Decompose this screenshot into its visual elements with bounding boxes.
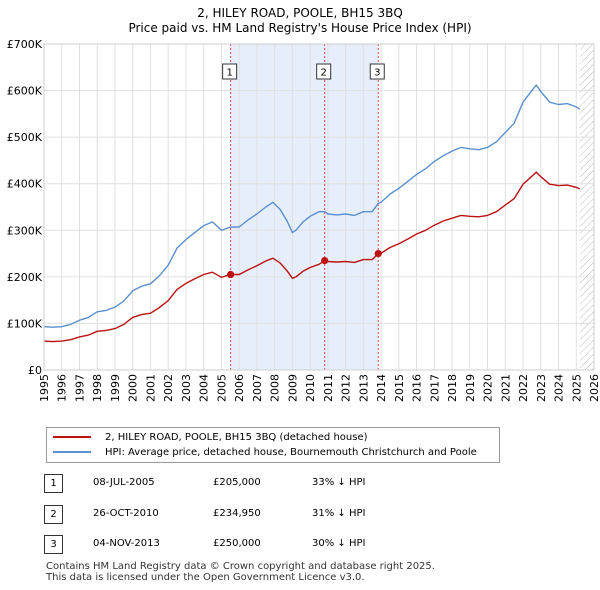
x-tick-label: 2013	[357, 374, 370, 402]
y-tick-label: £200K	[7, 271, 43, 284]
sale-point	[321, 256, 329, 265]
sale-point	[374, 249, 382, 258]
transaction-label-box	[316, 63, 332, 80]
sale-point	[227, 270, 235, 279]
legend-label-price: 2, HILEY ROAD, POOLE, BH15 3BQ (detached…	[105, 432, 368, 443]
x-tick-label: 2001	[144, 374, 157, 402]
y-tick-label: £400K	[7, 178, 43, 191]
y-tick-label: £500K	[7, 131, 43, 144]
x-tick-label: 2018	[446, 374, 459, 402]
tx-number: 2	[44, 505, 63, 524]
legend-swatch-hpi	[53, 451, 91, 453]
x-tick-label: 1997	[73, 374, 86, 402]
x-tick-label: 2007	[251, 374, 264, 402]
x-tick-label: 1998	[91, 374, 104, 402]
x-tick-label: 2002	[162, 374, 175, 402]
x-tick-label: 2023	[535, 374, 548, 402]
chart-title: 2, HILEY ROAD, POOLE, BH15 3BQ Price pai…	[0, 6, 600, 36]
transaction-label: 2	[320, 68, 326, 79]
x-tick-label: 2005	[215, 374, 228, 402]
x-tick-label: 2019	[464, 374, 477, 402]
series-line-price	[43, 171, 581, 343]
x-tick-label: 2016	[411, 374, 424, 402]
legend-swatch-price	[53, 436, 91, 438]
x-tick-label: 1999	[109, 374, 122, 402]
footer-copyright: Contains HM Land Registry data © Crown c…	[46, 561, 435, 572]
tx-hpi-diff: 31% ↓ HPI	[312, 508, 366, 519]
x-tick-label: 2022	[517, 374, 530, 402]
x-tick-label: 2026	[588, 374, 600, 402]
footer-licence: This data is licensed under the Open Gov…	[46, 572, 365, 583]
transaction-label: 1	[226, 68, 232, 79]
x-tick-label: 2017	[428, 374, 441, 402]
plot-frame	[43, 43, 595, 371]
x-tick-label: 2004	[198, 374, 211, 402]
x-tick-label: 2015	[393, 374, 406, 402]
tx-number: 3	[44, 535, 63, 554]
x-tick-label: 1996	[56, 374, 69, 402]
tx-date: 08-JUL-2005	[93, 477, 155, 488]
x-tick-label: 2021	[499, 374, 512, 402]
tx-price: £234,950	[213, 508, 261, 519]
x-tick-label: 2024	[553, 374, 566, 402]
forecast-hatch	[579, 44, 594, 370]
tx-number: 1	[44, 474, 63, 493]
x-tick-label: 2014	[375, 374, 388, 402]
x-tick-label: 2009	[286, 374, 299, 402]
series-line-hpi	[43, 84, 581, 328]
title-address: 2, HILEY ROAD, POOLE, BH15 3BQ	[197, 6, 403, 20]
y-tick-label: £600K	[7, 85, 43, 98]
legend: 2, HILEY ROAD, POOLE, BH15 3BQ (detached…	[46, 427, 500, 463]
legend-item-hpi: HPI: Average price, detached house, Bour…	[53, 446, 477, 460]
x-tick-label: 2011	[322, 374, 335, 402]
transaction-label-box	[222, 63, 238, 80]
transaction-label: 3	[374, 68, 380, 79]
y-tick-label: £300K	[7, 224, 43, 237]
x-tick-label: 2000	[127, 374, 140, 402]
tx-price: £250,000	[213, 538, 261, 549]
price-chart: 1 2 3 £0 £100K £200K £300K £400K £500K £600K £700K…	[7, 38, 600, 402]
x-tick-label: 2010	[304, 374, 317, 402]
x-tick-label: 2008	[269, 374, 282, 402]
x-tick-label: 2012	[340, 374, 353, 402]
footer: Contains HM Land Registry data © Crown c…	[46, 561, 435, 583]
legend-label-hpi: HPI: Average price, detached house, Bour…	[105, 447, 477, 458]
tx-price: £205,000	[213, 477, 261, 488]
x-tick-label: 1995	[38, 374, 51, 402]
tx-date: 26-OCT-2010	[93, 508, 159, 519]
y-tick-label: £0	[28, 364, 42, 377]
tx-hpi-diff: 33% ↓ HPI	[312, 477, 366, 488]
x-tick-label: 2025	[570, 374, 583, 402]
x-tick-label: 2020	[482, 374, 495, 402]
x-tick-label: 2003	[180, 374, 193, 402]
tx-hpi-diff: 30% ↓ HPI	[312, 538, 366, 549]
y-tick-label: £700K	[7, 38, 43, 51]
tx-date: 04-NOV-2013	[93, 538, 160, 549]
title-subtitle: Price paid vs. HM Land Registry's House …	[128, 21, 472, 35]
transaction-label-box	[369, 63, 385, 80]
x-tick-label: 2006	[233, 374, 246, 402]
ownership-shade	[230, 44, 379, 370]
y-tick-label: £100K	[7, 317, 43, 330]
legend-item-price: 2, HILEY ROAD, POOLE, BH15 3BQ (detached…	[53, 431, 368, 445]
